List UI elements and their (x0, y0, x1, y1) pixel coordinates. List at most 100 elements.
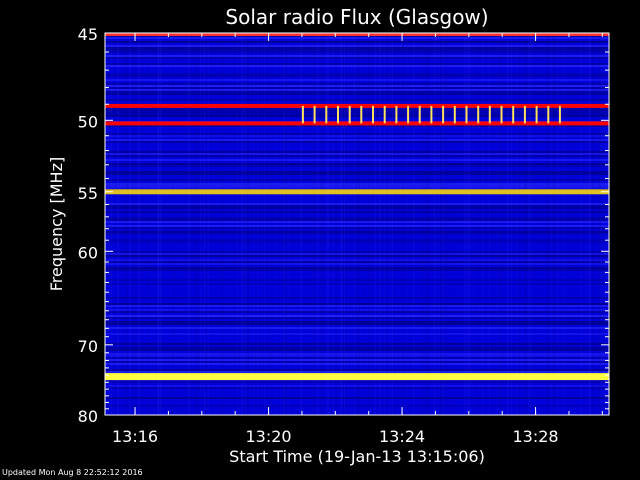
background-texture-column (592, 33, 594, 415)
background-texture-row (105, 333, 609, 335)
background-texture-row (105, 241, 609, 243)
background-texture-row (105, 99, 609, 101)
background-texture-row (105, 385, 609, 387)
background-texture-column (443, 33, 445, 415)
background-texture-column (358, 33, 360, 415)
background-texture-column (605, 33, 607, 415)
background-texture-row (105, 279, 609, 281)
background-texture-column (140, 33, 142, 415)
interference-spike (523, 105, 526, 124)
background-texture-column (118, 33, 119, 415)
background-texture-column (275, 33, 277, 415)
background-texture-column (391, 33, 393, 415)
background-texture-column (374, 33, 376, 415)
background-texture-column (368, 33, 369, 415)
interference-spike (348, 105, 351, 124)
background-texture-row (105, 309, 609, 311)
background-texture-column (553, 33, 555, 415)
background-texture-column (343, 33, 345, 415)
background-texture-row (105, 363, 609, 365)
background-texture-row (105, 303, 609, 305)
interference-spike (477, 105, 480, 124)
background-texture-column (563, 33, 565, 415)
background-texture-column (326, 33, 328, 415)
background-texture-row (105, 93, 609, 95)
background-texture-row (105, 205, 609, 207)
background-texture-column (223, 33, 225, 415)
background-texture-column (313, 33, 315, 415)
background-texture-row (105, 317, 609, 319)
background-texture-row (105, 387, 609, 389)
background-texture-row (105, 91, 609, 93)
background-texture-column (155, 33, 157, 415)
background-texture-column (498, 33, 500, 415)
background-texture-row (105, 227, 609, 229)
x-tick-label: 13:20 (245, 427, 291, 446)
background-texture-column (393, 33, 395, 415)
background-texture-row (105, 253, 609, 255)
background-texture-row (105, 153, 609, 155)
background-texture-column (283, 33, 285, 415)
y-tick-label: 55 (78, 184, 98, 203)
background-texture-column (345, 33, 347, 415)
background-texture-column (557, 33, 559, 415)
background-texture-column (262, 33, 264, 415)
background-texture-row (105, 343, 609, 345)
background-texture-column (511, 33, 512, 415)
background-texture-row (105, 355, 609, 357)
background-texture-column (565, 33, 567, 415)
background-texture-row (105, 107, 609, 109)
background-texture-column (195, 33, 197, 415)
background-texture-column (191, 33, 193, 415)
background-texture-column (242, 33, 244, 415)
background-texture-row (105, 135, 609, 137)
background-texture-column (530, 33, 532, 415)
background-texture-column (318, 33, 320, 415)
background-texture-column (245, 33, 247, 415)
background-texture-row (105, 187, 609, 189)
background-texture-column (551, 33, 553, 415)
background-texture-column (322, 33, 324, 415)
background-texture-row (105, 57, 609, 59)
background-texture-column (591, 33, 593, 415)
background-texture-column (380, 33, 382, 415)
background-texture-column (160, 33, 162, 415)
background-texture-column (135, 33, 137, 415)
background-texture-column (442, 33, 444, 415)
background-texture-column (475, 33, 477, 415)
background-texture-column (442, 33, 444, 415)
background-texture-column (300, 33, 302, 415)
background-texture-column (129, 33, 131, 415)
background-texture-column (525, 33, 527, 415)
background-texture-column (597, 33, 599, 415)
background-texture-column (189, 33, 191, 415)
background-texture-row (105, 231, 609, 233)
background-texture-column (125, 33, 127, 415)
background-texture-column (142, 33, 144, 415)
background-texture-column (254, 33, 256, 415)
background-texture-row (105, 283, 609, 285)
emission-band (105, 103, 609, 108)
y-tick-label: 50 (78, 112, 98, 131)
x-axis-label: Start Time (19-Jan-13 13:15:06) (229, 447, 485, 466)
background-texture-column (599, 33, 601, 415)
background-texture-column (427, 33, 429, 415)
background-texture-column (468, 33, 470, 415)
background-texture-column (221, 33, 223, 415)
background-texture-column (470, 33, 472, 415)
background-texture-column (344, 33, 345, 415)
background-texture-column (160, 33, 162, 415)
background-texture-column (284, 33, 286, 415)
background-texture-row (105, 357, 609, 359)
background-texture-column (263, 33, 265, 415)
background-texture-row (105, 371, 609, 373)
background-texture-column (482, 33, 483, 415)
background-texture-column (496, 33, 498, 415)
interference-spike (535, 105, 538, 124)
x-axis: 13:16 13:20 13:24 13:28 (112, 33, 603, 446)
background-texture-column (285, 33, 287, 415)
background-texture-column (315, 33, 317, 415)
background-texture-row (105, 113, 609, 115)
background-texture-column (283, 33, 285, 415)
background-texture-row (105, 83, 609, 85)
